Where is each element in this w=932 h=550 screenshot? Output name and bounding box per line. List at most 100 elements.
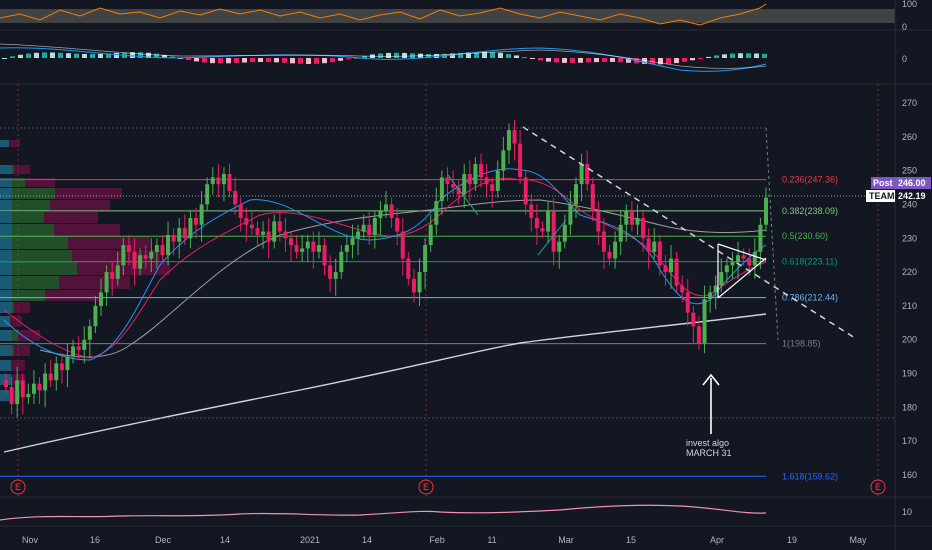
candle-body[interactable] [657, 241, 662, 266]
candle-body[interactable] [54, 363, 59, 381]
candle-body[interactable] [736, 255, 741, 262]
candle-body[interactable] [389, 204, 394, 218]
candle-body[interactable] [177, 228, 182, 242]
candle-body[interactable] [691, 312, 696, 327]
candle-body[interactable] [4, 380, 8, 388]
candle-body[interactable] [669, 258, 673, 273]
candle-body[interactable] [378, 211, 383, 218]
candle-body[interactable] [685, 292, 690, 313]
rally-trendline[interactable] [537, 219, 567, 256]
candle-body[interactable] [261, 231, 266, 235]
candle-body[interactable] [624, 211, 629, 225]
candle-body[interactable] [607, 251, 612, 259]
candle-body[interactable] [562, 224, 567, 242]
candle-body[interactable] [758, 224, 763, 252]
candle-body[interactable] [663, 265, 668, 273]
candle-body[interactable] [674, 258, 679, 286]
candle-body[interactable] [646, 238, 651, 252]
candle-body[interactable] [104, 272, 109, 293]
candle-body[interactable] [149, 251, 154, 259]
candle-body[interactable] [540, 228, 545, 232]
candle-body[interactable] [249, 224, 254, 229]
candle-body[interactable] [747, 258, 752, 266]
candle-body[interactable] [138, 255, 143, 269]
candle-body[interactable] [15, 380, 20, 404]
candle-body[interactable] [713, 285, 718, 293]
candle-body[interactable] [361, 224, 366, 232]
candle-body[interactable] [20, 380, 25, 398]
candle-body[interactable] [339, 251, 344, 273]
candle-body[interactable] [244, 217, 249, 225]
candle-body[interactable] [182, 228, 187, 239]
candle-body[interactable] [596, 211, 601, 232]
candle-body[interactable] [523, 177, 528, 205]
candle-body[interactable] [406, 258, 411, 279]
candlestick-series[interactable] [4, 119, 768, 418]
candle-body[interactable] [635, 217, 640, 225]
candle-body[interactable] [473, 163, 478, 185]
candle-body[interactable] [333, 272, 338, 279]
candle-body[interactable] [764, 197, 768, 225]
candle-body[interactable] [26, 393, 31, 398]
candle-body[interactable] [551, 211, 556, 252]
candle-body[interactable] [227, 174, 232, 191]
candle-body[interactable] [400, 231, 405, 259]
candle-body[interactable] [696, 326, 701, 344]
candle-body[interactable] [568, 204, 573, 225]
candle-body[interactable] [121, 245, 126, 266]
candle-body[interactable] [115, 265, 120, 279]
candle-body[interactable] [501, 150, 506, 171]
candle-body[interactable] [724, 265, 729, 273]
candle-body[interactable] [680, 285, 685, 293]
candle-body[interactable] [741, 255, 746, 259]
candle-body[interactable] [434, 201, 439, 225]
candle-body[interactable] [367, 224, 372, 235]
candle-body[interactable] [462, 174, 467, 195]
price-axis[interactable]: 160 170 180 190 200 210 220 230 240 250 260 270 [902, 98, 917, 480]
time-axis[interactable]: Nov 16 Dec 14 2021 14 Feb 11 Mar 15 Apr 19 May [22, 535, 867, 545]
candle-body[interactable] [328, 265, 333, 279]
candle-body[interactable] [629, 211, 634, 225]
candle-body[interactable] [618, 224, 623, 242]
candle-body[interactable] [48, 373, 53, 381]
candle-body[interactable] [490, 184, 495, 191]
candle-body[interactable] [99, 292, 103, 306]
candle-body[interactable] [59, 363, 64, 371]
candle-body[interactable] [194, 217, 198, 225]
candle-body[interactable] [344, 245, 349, 252]
candle-body[interactable] [9, 387, 14, 404]
candle-body[interactable] [305, 241, 310, 249]
candle-body[interactable] [283, 231, 288, 239]
candle-body[interactable] [506, 130, 511, 151]
candle-body[interactable] [205, 184, 210, 205]
candle-body[interactable] [311, 241, 316, 252]
candle-body[interactable] [71, 346, 76, 357]
candle-body[interactable] [322, 245, 327, 266]
candle-body[interactable] [300, 248, 305, 252]
candle-body[interactable] [171, 234, 176, 242]
candle-body[interactable] [160, 245, 165, 256]
candle-body[interactable] [143, 255, 148, 259]
candle-body[interactable] [484, 177, 489, 185]
candle-body[interactable] [574, 184, 578, 205]
earnings-marker[interactable]: E [870, 479, 886, 495]
candle-body[interactable] [126, 245, 131, 252]
candle-body[interactable] [216, 177, 221, 185]
candle-body[interactable] [439, 177, 444, 202]
candle-body[interactable] [166, 234, 171, 256]
candle-body[interactable] [188, 217, 193, 239]
candle-body[interactable] [37, 383, 42, 391]
candle-body[interactable] [546, 211, 551, 232]
candle-body[interactable] [590, 184, 595, 212]
candle-body[interactable] [356, 231, 361, 239]
candle-body[interactable] [652, 241, 657, 252]
candle-body[interactable] [289, 238, 293, 246]
candle-body[interactable] [210, 177, 215, 185]
candle-body[interactable] [423, 245, 428, 273]
candle-body[interactable] [316, 245, 321, 252]
candle-body[interactable] [719, 272, 724, 286]
candle-body[interactable] [384, 204, 388, 212]
candle-body[interactable] [266, 231, 271, 242]
earnings-marker[interactable]: E [418, 479, 434, 495]
